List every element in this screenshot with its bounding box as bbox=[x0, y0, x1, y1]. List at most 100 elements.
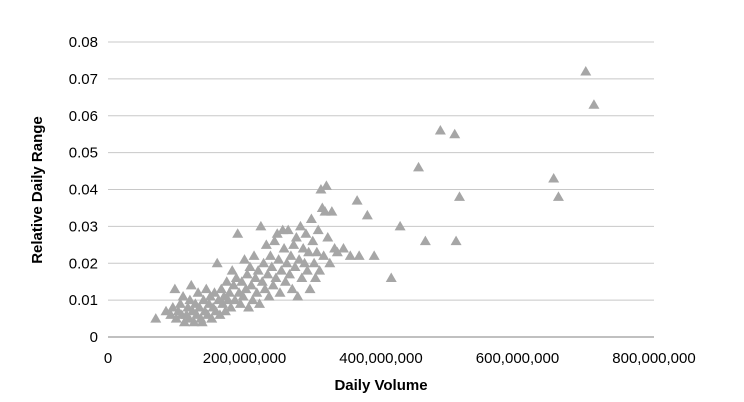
data-point bbox=[344, 250, 356, 260]
data-points bbox=[150, 66, 600, 327]
y-tick-label: 0.01 bbox=[69, 292, 98, 309]
x-tick-label: 200,000,000 bbox=[203, 350, 286, 367]
data-point bbox=[244, 261, 256, 271]
data-point bbox=[234, 298, 246, 308]
data-point bbox=[174, 298, 186, 308]
data-point bbox=[200, 283, 212, 294]
data-point bbox=[270, 272, 282, 282]
y-tick-label: 0.07 bbox=[69, 71, 98, 88]
data-point bbox=[262, 268, 274, 279]
data-point bbox=[275, 265, 287, 275]
data-point bbox=[294, 220, 306, 231]
data-point bbox=[368, 250, 380, 260]
data-point bbox=[304, 283, 316, 294]
data-point bbox=[259, 283, 271, 294]
data-point bbox=[177, 290, 189, 301]
data-point bbox=[331, 246, 343, 257]
data-point bbox=[208, 287, 220, 297]
data-point bbox=[228, 279, 240, 290]
data-point bbox=[278, 243, 290, 253]
data-point bbox=[243, 302, 255, 312]
data-point bbox=[196, 316, 208, 327]
data-point bbox=[353, 250, 365, 260]
data-point bbox=[271, 228, 283, 238]
data-point bbox=[588, 99, 600, 109]
data-point bbox=[217, 298, 229, 308]
data-point bbox=[314, 265, 326, 275]
data-point bbox=[198, 294, 210, 305]
data-point bbox=[183, 313, 195, 323]
data-point bbox=[188, 316, 200, 327]
data-point bbox=[288, 239, 300, 249]
data-point bbox=[232, 228, 244, 238]
data-point bbox=[169, 283, 181, 294]
data-point bbox=[248, 250, 260, 260]
data-point bbox=[297, 243, 309, 253]
data-point bbox=[237, 290, 249, 301]
data-point bbox=[318, 250, 330, 260]
data-point bbox=[284, 268, 296, 279]
x-tick-label: 0 bbox=[104, 350, 112, 367]
data-point bbox=[249, 272, 261, 282]
data-point bbox=[292, 290, 304, 301]
data-point bbox=[165, 309, 177, 319]
data-point bbox=[282, 224, 294, 235]
data-point bbox=[303, 246, 315, 257]
data-point bbox=[307, 235, 319, 246]
y-tick-labels: 0 0.01 0.02 0.03 0.04 0.05 0.06 0.07 0.08 bbox=[69, 34, 98, 346]
data-point bbox=[273, 254, 285, 264]
data-point bbox=[450, 235, 462, 246]
data-point bbox=[245, 279, 257, 290]
x-axis-title: Daily Volume bbox=[334, 377, 427, 394]
data-point bbox=[308, 257, 320, 268]
data-point bbox=[322, 231, 334, 242]
data-point bbox=[192, 287, 204, 297]
data-point bbox=[326, 206, 338, 216]
data-point bbox=[385, 272, 397, 282]
data-point bbox=[226, 265, 238, 275]
x-tick-label: 400,000,000 bbox=[339, 350, 422, 367]
data-point bbox=[305, 213, 317, 223]
data-point bbox=[266, 261, 278, 271]
data-point bbox=[552, 191, 564, 201]
data-point bbox=[351, 195, 363, 205]
x-tick-label: 600,000,000 bbox=[476, 350, 559, 367]
data-point bbox=[267, 279, 279, 290]
data-point bbox=[167, 302, 179, 312]
data-point bbox=[260, 239, 272, 249]
data-point bbox=[324, 257, 336, 268]
data-point bbox=[236, 276, 248, 286]
x-tick-label: 800,000,000 bbox=[612, 350, 695, 367]
data-point bbox=[453, 191, 465, 201]
data-point bbox=[225, 302, 237, 312]
data-point bbox=[264, 250, 276, 260]
data-point bbox=[286, 283, 298, 294]
data-point bbox=[211, 257, 223, 268]
data-point bbox=[289, 261, 301, 271]
data-point bbox=[241, 268, 253, 279]
data-point bbox=[285, 250, 297, 260]
y-tick-label: 0.05 bbox=[69, 145, 98, 162]
gridlines bbox=[108, 41, 654, 301]
data-point bbox=[160, 305, 172, 316]
data-point bbox=[309, 272, 321, 282]
data-point bbox=[320, 180, 332, 190]
data-point bbox=[185, 279, 197, 290]
data-point bbox=[256, 276, 268, 286]
data-point bbox=[312, 224, 324, 235]
data-point bbox=[229, 294, 241, 305]
data-point bbox=[170, 313, 182, 323]
data-point bbox=[419, 235, 431, 246]
data-point bbox=[580, 66, 592, 76]
y-tick-label: 0.04 bbox=[69, 182, 98, 199]
data-point bbox=[281, 257, 293, 268]
data-point bbox=[215, 283, 227, 294]
data-point bbox=[258, 257, 270, 268]
data-point bbox=[290, 231, 302, 242]
data-point bbox=[251, 287, 263, 297]
data-point bbox=[449, 128, 461, 139]
y-axis-title: Relative Daily Range bbox=[29, 116, 46, 264]
data-point bbox=[214, 309, 226, 319]
data-point bbox=[263, 290, 275, 301]
